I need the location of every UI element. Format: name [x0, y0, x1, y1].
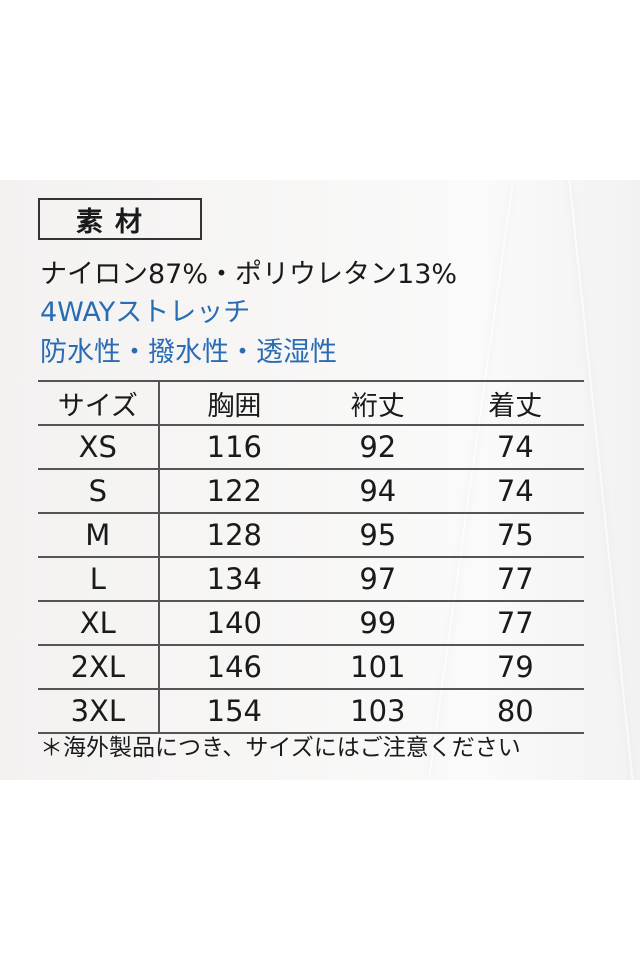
cell-size: XL	[38, 601, 159, 646]
cell-length: 77	[446, 601, 584, 646]
cell-sleeve: 101	[309, 645, 447, 690]
cell-size: 2XL	[38, 645, 159, 690]
header-chest: 胸囲	[157, 380, 310, 426]
cell-chest: 128	[157, 513, 310, 558]
cell-size: L	[38, 557, 159, 602]
cell-chest: 134	[157, 557, 310, 602]
header-size: サイズ	[38, 380, 159, 426]
cell-chest: 146	[157, 645, 310, 690]
cell-chest: 116	[157, 425, 310, 470]
table-row: XL 140 99 77	[38, 601, 584, 646]
header-length: 着丈	[446, 380, 584, 426]
cell-sleeve: 97	[309, 557, 447, 602]
cell-length: 77	[446, 557, 584, 602]
cell-size: S	[38, 469, 159, 514]
cell-length: 74	[446, 469, 584, 514]
cell-size: M	[38, 513, 159, 558]
cell-length: 75	[446, 513, 584, 558]
size-table: サイズ 胸囲 裄丈 着丈 XS 116 92 74 S 122 94 74 M …	[38, 380, 584, 734]
size-table-header: サイズ 胸囲 裄丈 着丈	[38, 380, 584, 426]
cell-chest: 154	[157, 689, 310, 734]
cell-length: 74	[446, 425, 584, 470]
table-row: 2XL 146 101 79	[38, 645, 584, 690]
table-row: M 128 95 75	[38, 513, 584, 558]
feature-waterproof: 防水性・撥水性・透湿性	[40, 337, 337, 368]
table-row: XS 116 92 74	[38, 425, 584, 470]
cell-sleeve: 95	[309, 513, 447, 558]
material-heading: 素材	[38, 198, 202, 240]
cell-sleeve: 92	[309, 425, 447, 470]
cell-size: 3XL	[38, 689, 159, 734]
cell-length: 80	[446, 689, 584, 734]
table-row: L 134 97 77	[38, 557, 584, 602]
material-composition: ナイロン87%・ポリウレタン13%	[40, 259, 458, 290]
feature-stretch: 4WAYストレッチ	[40, 297, 251, 328]
cell-sleeve: 99	[309, 601, 447, 646]
cell-chest: 140	[157, 601, 310, 646]
header-sleeve: 裄丈	[309, 380, 447, 426]
cell-size: XS	[38, 425, 159, 470]
table-row: 3XL 154 103 80	[38, 689, 584, 734]
size-caution-note: ＊海外製品につき、サイズにはご注意ください	[40, 735, 521, 761]
cell-sleeve: 103	[309, 689, 447, 734]
cell-sleeve: 94	[309, 469, 447, 514]
cell-chest: 122	[157, 469, 310, 514]
table-row: S 122 94 74	[38, 469, 584, 514]
spec-card: 素材 ナイロン87%・ポリウレタン13% 4WAYストレッチ 防水性・撥水性・透…	[0, 180, 640, 780]
cell-length: 79	[446, 645, 584, 690]
